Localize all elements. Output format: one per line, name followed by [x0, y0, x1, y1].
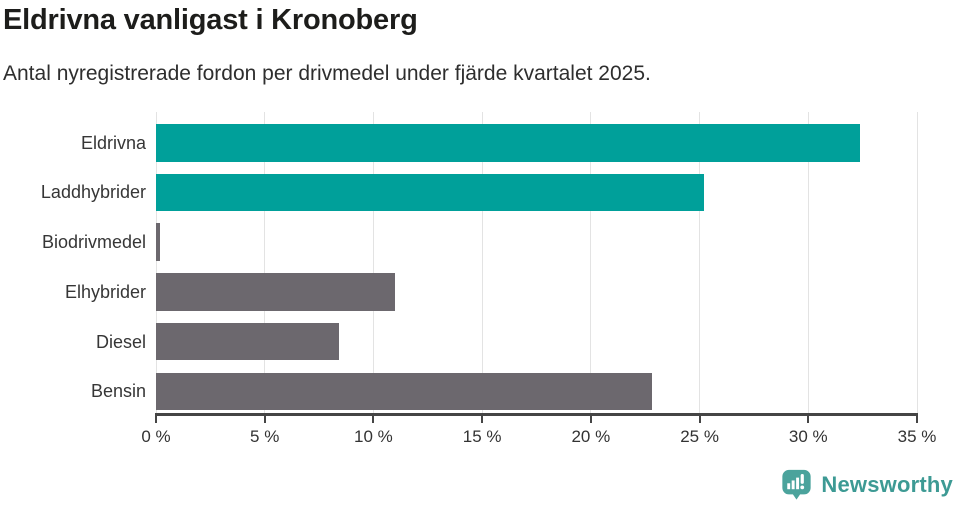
bar-laddhybrider — [156, 173, 704, 212]
x-tick-label-25: 25 % — [680, 427, 719, 446]
category-label-elhybrider: Elhybrider — [64, 281, 146, 302]
bar-biodrivmedel — [156, 223, 161, 261]
gridline-20 — [590, 112, 592, 413]
category-label-eldrivna: Eldrivna — [80, 132, 146, 153]
axis-tick-25 — [698, 413, 701, 423]
x-tick-label-10: 10 % — [354, 427, 393, 446]
bar-bensin — [156, 372, 652, 410]
axis-tick-15 — [481, 413, 484, 423]
x-tick-label-20: 20 % — [571, 427, 611, 446]
x-tick-label-0: 0 % — [141, 427, 171, 446]
category-label-bensin: Bensin — [90, 381, 146, 402]
gridline-25 — [699, 112, 701, 413]
brand-name: Newsworthy — [821, 471, 953, 497]
plot-area: 0 % 5 % 10 % 15 % 20 % 25 % 30 % 35 % — [141, 112, 936, 446]
axis-tick-10 — [372, 413, 375, 423]
category-label-diesel: Diesel — [95, 331, 146, 352]
x-tick-label-35: 35 % — [897, 427, 937, 446]
x-axis-line — [155, 413, 918, 416]
gridline-10 — [372, 112, 374, 413]
gridline-30 — [807, 112, 809, 413]
category-label-laddhybrider: Laddhybrider — [40, 182, 146, 203]
gridline-0 — [155, 112, 157, 413]
bar-elhybrider — [156, 273, 396, 311]
x-tick-label-30: 30 % — [788, 427, 828, 446]
gridline-35 — [916, 112, 918, 413]
newsworthy-logo-icon — [782, 469, 812, 500]
axis-tick-5 — [263, 413, 266, 423]
axis-tick-20 — [589, 413, 592, 423]
brand-footer: Newsworthy — [780, 468, 953, 501]
bar-diesel — [156, 322, 339, 361]
category-label-biodrivmedel: Biodrivmedel — [41, 232, 146, 253]
axis-tick-30 — [807, 413, 810, 423]
axis-tick-0 — [155, 413, 157, 423]
bar-eldrivna — [156, 124, 861, 162]
gridline-5 — [264, 112, 266, 413]
x-tick-label-5: 5 % — [250, 427, 280, 446]
chart-title: Eldrivna vanligast i Kronoberg — [3, 4, 418, 36]
gridline-15 — [481, 112, 483, 413]
x-tick-label-15: 15 % — [462, 427, 502, 446]
chart-subtitle: Antal nyregistrerade fordon per drivmede… — [3, 62, 651, 85]
axis-tick-35 — [916, 413, 918, 423]
